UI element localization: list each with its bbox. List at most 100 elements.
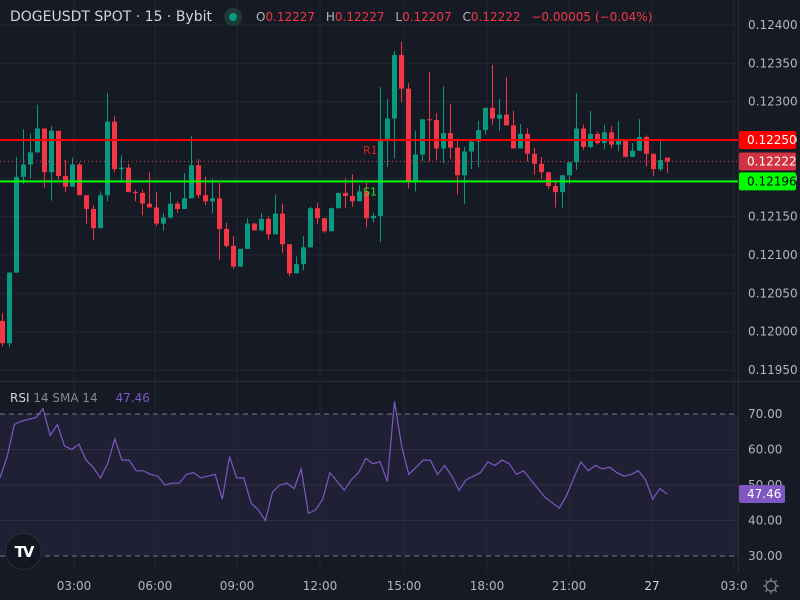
candle[interactable] [658, 139, 663, 172]
candle[interactable] [56, 130, 61, 180]
candle[interactable] [28, 133, 33, 179]
candle[interactable] [399, 41, 404, 103]
candle[interactable] [532, 147, 537, 175]
candle[interactable] [224, 222, 229, 248]
candle[interactable] [623, 140, 628, 157]
candle[interactable] [525, 128, 530, 162]
candle[interactable] [574, 93, 579, 170]
candle[interactable] [336, 192, 341, 209]
candle[interactable] [553, 180, 558, 208]
candle[interactable] [539, 156, 544, 180]
candle[interactable] [287, 244, 292, 277]
candle[interactable] [105, 93, 110, 202]
candle[interactable] [609, 126, 614, 149]
candle[interactable] [245, 218, 250, 249]
candle[interactable] [49, 126, 54, 201]
candle[interactable] [455, 138, 460, 195]
candle[interactable] [119, 155, 124, 181]
candle[interactable] [217, 182, 222, 260]
candle[interactable] [231, 235, 236, 269]
candle[interactable] [651, 153, 656, 177]
candle[interactable] [665, 157, 670, 173]
rsi-legend[interactable]: RSI 14 SMA 14 47.46 [10, 391, 150, 405]
candle[interactable] [273, 194, 278, 235]
candle[interactable] [168, 192, 173, 219]
candle[interactable] [98, 191, 103, 229]
candle[interactable] [630, 143, 635, 157]
candle[interactable] [189, 136, 194, 199]
candle[interactable] [357, 185, 362, 202]
candle[interactable] [448, 103, 453, 160]
candle[interactable] [14, 156, 19, 273]
candle[interactable] [602, 124, 607, 150]
candle[interactable] [364, 182, 369, 228]
candle[interactable] [371, 212, 376, 223]
candle[interactable] [392, 51, 397, 159]
candle[interactable] [588, 110, 593, 149]
candle[interactable] [308, 206, 313, 248]
candle[interactable] [140, 189, 145, 216]
candle[interactable] [147, 172, 152, 208]
candle[interactable] [63, 159, 68, 193]
candle[interactable] [469, 140, 474, 170]
candle[interactable] [196, 159, 201, 199]
candle[interactable] [301, 235, 306, 271]
low-value: 0.12207 [402, 10, 452, 24]
rsi-line[interactable] [0, 401, 668, 522]
candle[interactable] [252, 222, 257, 231]
symbol-title[interactable]: DOGEUSDT SPOT · 15 · Bybit [10, 9, 212, 25]
candle[interactable] [126, 163, 131, 193]
candle[interactable] [182, 172, 187, 209]
candle[interactable] [497, 98, 502, 131]
candle[interactable] [560, 175, 565, 208]
candle[interactable] [77, 163, 82, 196]
candle[interactable] [42, 128, 47, 188]
candle[interactable] [434, 113, 439, 160]
candle[interactable] [350, 174, 355, 207]
symbol-legend: DOGEUSDT SPOT · 15 · Bybit O0.12227 H0.1… [10, 8, 659, 26]
candle[interactable] [133, 189, 138, 202]
candle[interactable] [637, 119, 642, 151]
candle[interactable] [322, 218, 327, 233]
candle[interactable] [567, 162, 572, 184]
candle[interactable] [112, 116, 117, 173]
pane-separator[interactable] [0, 381, 800, 382]
market-status-indicator[interactable] [223, 8, 242, 26]
candle[interactable] [511, 110, 516, 149]
candle[interactable] [266, 216, 271, 240]
candle[interactable] [581, 124, 586, 150]
candle[interactable] [154, 192, 159, 226]
candle[interactable] [343, 178, 348, 209]
candle[interactable] [315, 202, 320, 225]
candle[interactable] [84, 195, 89, 225]
candle[interactable] [35, 104, 40, 154]
candle[interactable] [483, 107, 488, 135]
candle[interactable] [476, 120, 481, 167]
candle[interactable] [21, 129, 26, 184]
settings-gear-icon[interactable] [762, 577, 780, 595]
candle[interactable] [427, 71, 432, 162]
candle[interactable] [595, 131, 600, 145]
tradingview-logo-icon[interactable]: TV [5, 533, 42, 570]
candle[interactable] [462, 146, 467, 204]
candle[interactable] [7, 271, 12, 347]
candle[interactable] [91, 205, 96, 240]
candle[interactable] [616, 120, 621, 152]
candle[interactable] [161, 212, 166, 231]
candle[interactable] [175, 201, 180, 213]
candle[interactable] [329, 207, 334, 232]
candle[interactable] [378, 87, 383, 242]
candle[interactable] [406, 83, 411, 189]
candle[interactable] [518, 123, 523, 149]
candle[interactable] [504, 77, 509, 126]
candle[interactable] [280, 203, 285, 253]
candle[interactable] [210, 179, 215, 213]
candle[interactable] [238, 248, 243, 268]
candle[interactable] [490, 64, 495, 125]
candle[interactable] [0, 313, 5, 347]
candle[interactable] [441, 86, 446, 163]
candle[interactable] [259, 212, 264, 232]
candle[interactable] [385, 98, 390, 167]
candle[interactable] [294, 256, 299, 274]
